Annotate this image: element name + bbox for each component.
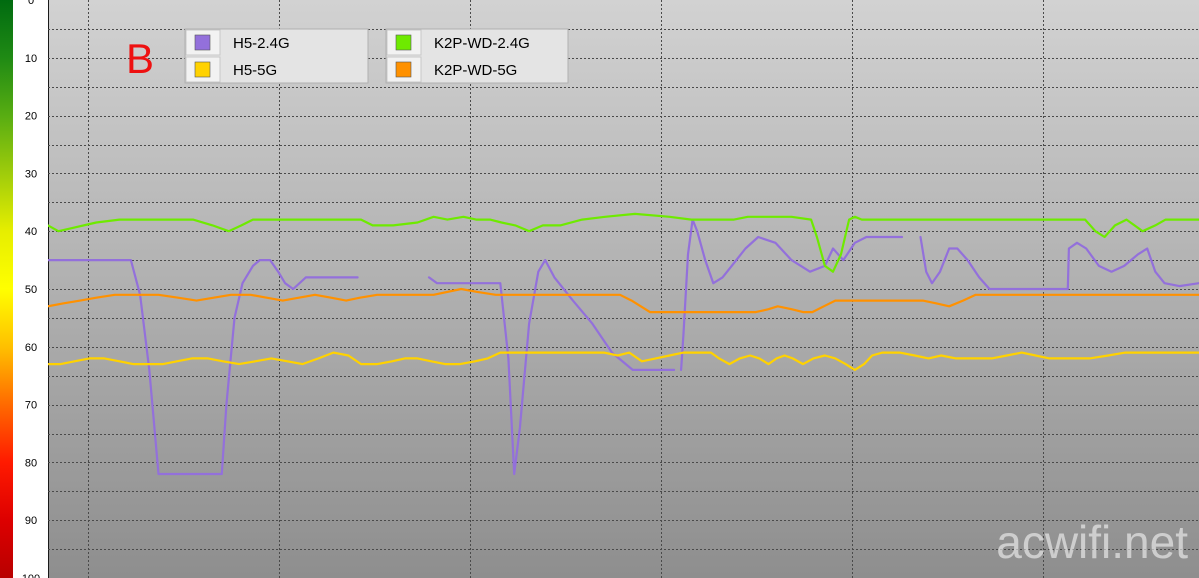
y-tick-label: 70 — [25, 400, 37, 412]
y-tick-label: 0 — [28, 0, 34, 7]
y-tick-label: 10 — [25, 53, 37, 65]
y-tick-label: 80 — [25, 457, 37, 469]
legend-swatch — [395, 61, 412, 78]
legend-label: K2P-WD-5G — [434, 62, 517, 79]
watermark: acwifi.net — [996, 516, 1188, 568]
legend-label: K2P-WD-2.4G — [434, 35, 530, 52]
legend-swatch — [194, 61, 211, 78]
series-lines — [48, 212, 1199, 476]
series-line-k2p-wd-5g — [48, 287, 1199, 314]
legend-label: H5-2.4G — [233, 35, 290, 52]
panel-label: B — [126, 35, 154, 82]
y-axis: 0 10 20 30 40 50 60 70 80 90 100 — [22, 0, 40, 578]
signal-colorbar — [0, 0, 13, 578]
legend-swatch — [194, 34, 211, 51]
series-line-k2p-wd-2.4g — [48, 212, 1199, 273]
y-tick-label: 30 — [25, 168, 37, 180]
y-tick-label: 50 — [25, 284, 37, 296]
legend-swatch — [395, 34, 412, 51]
y-tick-label: 60 — [25, 342, 37, 354]
y-tick-label: 20 — [25, 111, 37, 123]
y-tick-label: 40 — [25, 226, 37, 238]
grid — [48, 0, 1199, 578]
y-tick-label: 100 — [22, 573, 40, 578]
legend: H5-2.4G H5-5G K2P-WD-2.4G K2P-WD-5G — [184, 28, 569, 84]
y-tick-label: 90 — [25, 515, 37, 527]
series-line-h5-2.4g — [48, 218, 1199, 476]
series-line-h5-5g — [48, 351, 1199, 371]
legend-label: H5-5G — [233, 62, 277, 79]
